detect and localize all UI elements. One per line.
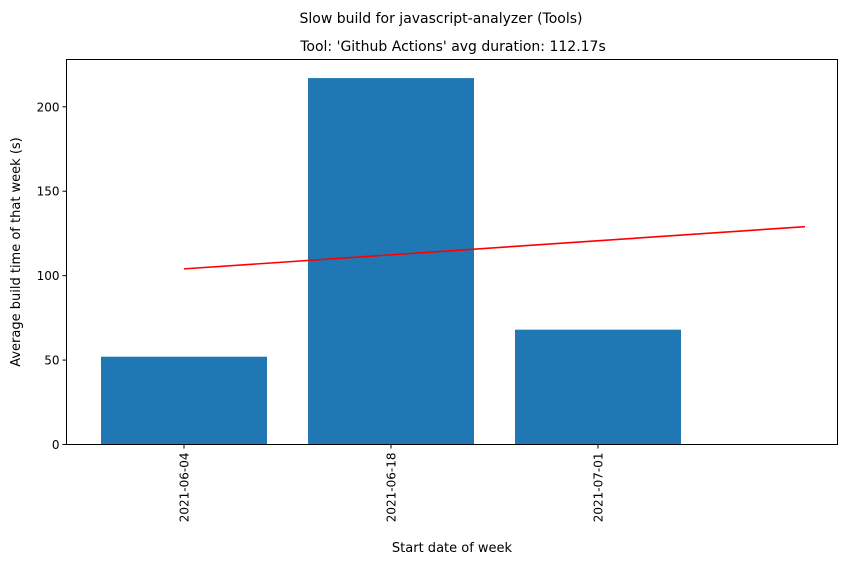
bar <box>515 329 681 445</box>
y-axis-label: Average build time of that week (s) <box>9 137 24 367</box>
y-tick-label: 150 <box>37 185 60 199</box>
trendline-group <box>183 225 806 270</box>
bar <box>308 78 474 445</box>
chart-suptitle: Slow build for javascript-analyzer (Tool… <box>299 11 582 27</box>
y-axis-ticks: 0 50 100 150 200 <box>37 100 67 452</box>
x-tick-label: 2021-06-04 <box>178 453 192 523</box>
x-axis-label: Start date of week <box>392 541 513 556</box>
y-tick-label: 200 <box>37 100 60 114</box>
trendline <box>183 225 806 270</box>
y-tick-label: 100 <box>37 269 60 283</box>
bar <box>101 356 267 445</box>
y-tick-label: 50 <box>44 354 59 368</box>
x-tick-label: 2021-06-18 <box>385 453 399 523</box>
bars-group <box>101 78 681 445</box>
x-tick-label: 2021-07-01 <box>592 453 606 523</box>
chart-title: Tool: 'Github Actions' avg duration: 112… <box>299 39 606 55</box>
plot-frame <box>66 59 838 445</box>
y-tick-label: 0 <box>52 438 60 452</box>
x-axis-ticks: 2021-06-04 2021-06-18 2021-07-01 <box>178 444 606 523</box>
